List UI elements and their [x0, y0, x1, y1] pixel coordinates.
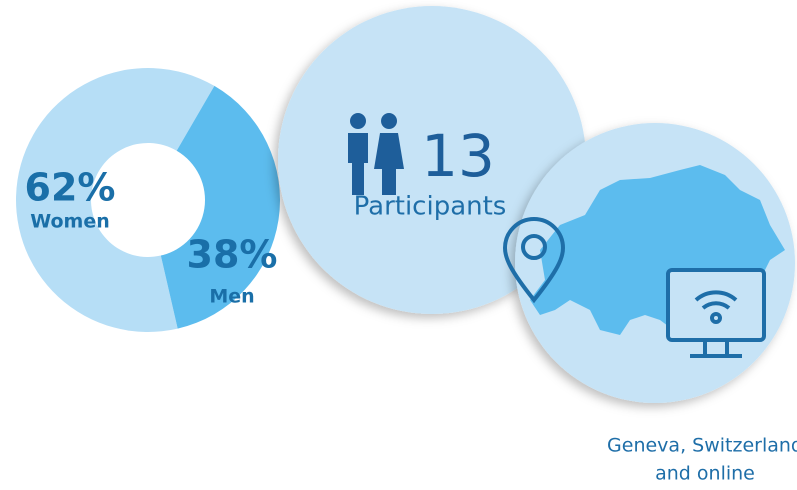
- value-label: 38%: [187, 233, 278, 277]
- donut-segment: [16, 68, 215, 333]
- category-label: Men: [209, 286, 254, 308]
- monitor-icon: [666, 268, 766, 358]
- location-line: Geneva, Switzerland: [607, 435, 797, 457]
- people-icon: [348, 113, 404, 195]
- participants-label: Participants: [354, 192, 507, 222]
- participants-count: 13: [421, 122, 495, 190]
- location-line: and online: [655, 463, 755, 485]
- donut-segment: [160, 85, 281, 329]
- donut-chart: [16, 68, 281, 333]
- value-label: 62%: [25, 166, 116, 210]
- category-label: Women: [30, 211, 110, 233]
- pin-icon: [502, 217, 566, 304]
